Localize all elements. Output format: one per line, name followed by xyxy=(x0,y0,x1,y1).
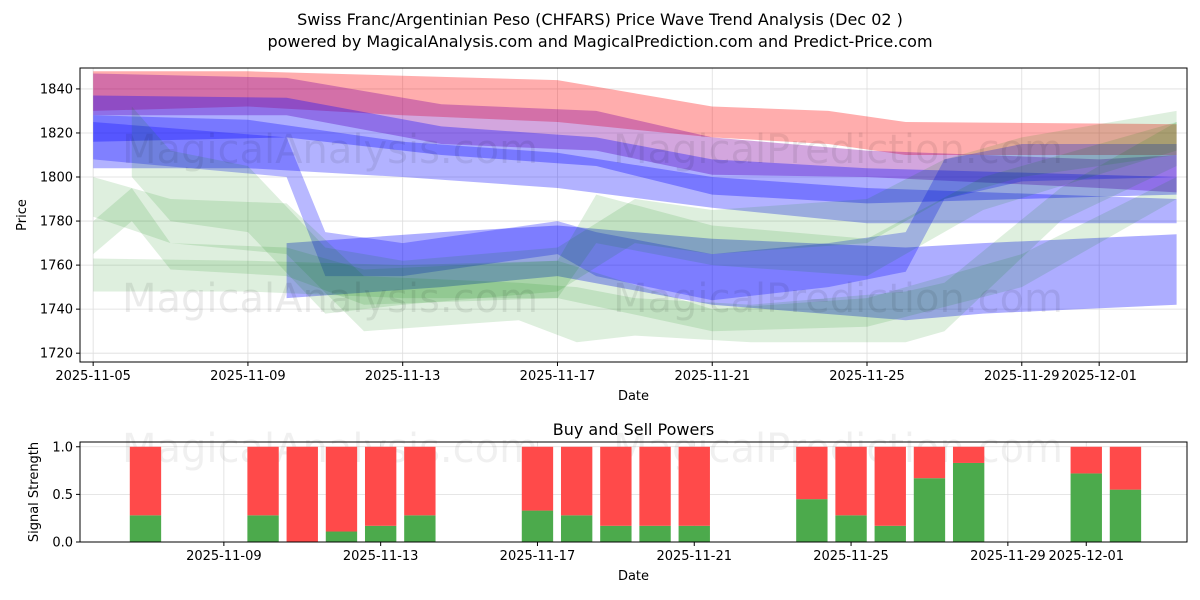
blue-band-upper xyxy=(93,95,1177,204)
sell-bar xyxy=(247,446,279,516)
sell-bar xyxy=(286,446,318,542)
buy-bar xyxy=(952,462,985,542)
x-tick-label: 2025-12-01 xyxy=(1061,369,1137,384)
y-tick-label: 1800 xyxy=(40,171,73,186)
sell-bar xyxy=(835,446,867,516)
blue-band-wave xyxy=(93,122,1177,301)
sell-bar xyxy=(560,446,593,516)
x-tick-label: 2025-11-05 xyxy=(55,369,131,384)
x-tick-label: 2025-11-21 xyxy=(674,369,750,384)
buy-bar xyxy=(364,525,397,542)
x-tick-label: 2025-11-17 xyxy=(500,549,576,564)
sell-bar xyxy=(678,446,710,526)
green-band-2 xyxy=(93,122,1177,343)
green-band-4 xyxy=(93,177,1177,332)
sell-bar xyxy=(521,446,554,511)
y-tick-label: 1820 xyxy=(40,126,73,141)
y-tick-label: 1760 xyxy=(40,259,73,274)
green-band-3 xyxy=(93,122,1177,305)
red-band xyxy=(93,71,1177,155)
buy-bar xyxy=(600,525,632,542)
x-tick-label: 2025-11-29 xyxy=(984,369,1060,384)
x-axis-label: Date xyxy=(618,569,649,584)
y-axis-label: Price xyxy=(15,199,30,231)
x-tick-label: 2025-11-29 xyxy=(970,549,1046,564)
y-tick-label: 0.5 xyxy=(52,488,73,503)
sell-bar xyxy=(1070,446,1102,474)
sell-bar xyxy=(952,446,985,463)
y-tick-label: 0.0 xyxy=(52,536,73,551)
buy-bar xyxy=(913,478,946,542)
buy-bar xyxy=(404,515,436,542)
sell-bar xyxy=(874,446,906,526)
watermark: MagicalAnalysis.com xyxy=(122,276,538,322)
x-axis-label: Date xyxy=(618,389,649,404)
x-tick-label: 2025-11-17 xyxy=(520,369,596,384)
sell-bar xyxy=(913,446,946,479)
buy-bar xyxy=(325,531,358,542)
sell-bar xyxy=(364,446,397,526)
sell-bar xyxy=(600,446,632,526)
y-tick-label: 1840 xyxy=(40,82,73,97)
plot-frame xyxy=(79,441,1188,543)
chart-subtitle: powered by MagicalAnalysis.com and Magic… xyxy=(267,32,932,51)
bands-group xyxy=(93,71,1177,343)
buy-bar xyxy=(874,525,906,542)
subplot-title: Buy and Sell Powers xyxy=(553,420,715,439)
x-tick-label: 2025-11-09 xyxy=(186,549,262,564)
buy-bar xyxy=(560,515,593,542)
watermark: MagicalPrediction.com xyxy=(613,127,1063,173)
sell-bar xyxy=(129,446,162,516)
buy-bar xyxy=(1070,473,1102,542)
chart-title: Swiss Franc/Argentinian Peso (CHFARS) Pr… xyxy=(297,10,903,29)
watermark: MagicalAnalysis.com xyxy=(122,127,538,173)
buy-bar xyxy=(639,525,671,542)
sell-bar xyxy=(404,446,436,516)
buy-bar xyxy=(129,515,162,542)
sell-bar xyxy=(1109,446,1142,490)
x-tick-label: 2025-11-09 xyxy=(210,369,286,384)
blue-band-mid xyxy=(93,115,1177,224)
y-tick-label: 1.0 xyxy=(52,440,73,455)
plot-frame xyxy=(79,67,1188,363)
buy-bar xyxy=(521,510,554,542)
blue-band-lower xyxy=(286,225,1177,321)
buy-bar xyxy=(247,515,279,542)
purple-band xyxy=(93,73,1177,193)
sell-bar xyxy=(796,446,828,500)
buy-bar xyxy=(835,515,867,542)
x-tick-label: 2025-11-21 xyxy=(656,549,732,564)
buy-bar xyxy=(678,525,710,542)
x-tick-label: 2025-11-13 xyxy=(343,549,419,564)
x-tick-label: 2025-11-25 xyxy=(813,549,889,564)
y-tick-label: 1780 xyxy=(40,215,73,230)
buy-bar xyxy=(1109,489,1142,542)
x-tick-label: 2025-11-13 xyxy=(365,369,441,384)
y-tick-label: 1720 xyxy=(40,347,73,362)
buy-bar xyxy=(796,499,828,542)
green-band-1 xyxy=(131,106,1177,314)
y-tick-label: 1740 xyxy=(40,303,73,318)
sell-bar xyxy=(639,446,671,526)
x-tick-label: 2025-12-01 xyxy=(1048,549,1124,564)
sell-bar xyxy=(325,446,358,532)
watermark: MagicalPrediction.com xyxy=(613,276,1063,322)
x-tick-label: 2025-11-25 xyxy=(829,369,905,384)
y-axis-label: Signal Strength xyxy=(27,442,42,542)
